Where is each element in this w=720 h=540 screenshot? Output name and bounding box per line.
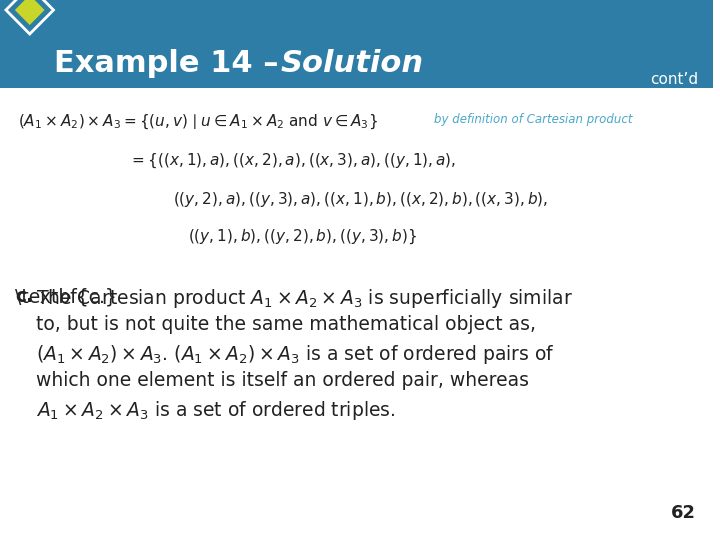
Text: Example 14 –: Example 14 –	[55, 49, 289, 78]
Text: 62: 62	[671, 504, 696, 522]
Text: $((y, 2), a), ((y, 3), a), ((x, 1), b), ((x, 2), b), ((x, 3), b),$: $((y, 2), a), ((y, 3), a), ((x, 1), b), …	[174, 190, 549, 209]
Text: by definition of Cartesian product: by definition of Cartesian product	[434, 113, 632, 126]
Text: The Cartesian product $A_1 \times A_2 \times A_3$ is superficially similar: The Cartesian product $A_1 \times A_2 \t…	[36, 287, 572, 310]
Polygon shape	[15, 0, 45, 25]
Polygon shape	[6, 0, 53, 34]
Text: $(A_1 \times A_2) \times A_3$. $(A_1 \times A_2) \times A_3$ is a set of ordered: $(A_1 \times A_2) \times A_3$. $(A_1 \ti…	[36, 343, 554, 366]
Text: $((y, 1), b), ((y, 2), b), ((y, 3), b)\}$: $((y, 1), b), ((y, 2), b), ((y, 3), b)\}…	[188, 228, 417, 246]
FancyBboxPatch shape	[0, 0, 714, 88]
Text: cont’d: cont’d	[650, 72, 698, 87]
Text: $= \{((x, 1), a), ((x, 2), a), ((x, 3), a), ((y, 1), a),$: $= \{((x, 1), a), ((x, 2), a), ((x, 3), …	[129, 152, 456, 171]
Text: $(A_1 \times A_2) \times A_3 = \{(u, v) \mid u \in A_1 \times A_2 \text{ and } v: $(A_1 \times A_2) \times A_3 = \{(u, v) …	[18, 113, 378, 131]
Text: which one element is itself an ordered pair, whereas: which one element is itself an ordered p…	[36, 371, 528, 390]
Text: $A_1 \times A_2 \times A_3$ is a set of ordered triples.: $A_1 \times A_2 \times A_3$ is a set of …	[36, 399, 395, 422]
Text: to, but is not quite the same mathematical object as,: to, but is not quite the same mathematic…	[36, 315, 536, 334]
Text: Solution: Solution	[280, 49, 423, 78]
Text: c.: c.	[15, 287, 33, 306]
Text: \textbf{c.}: \textbf{c.}	[15, 287, 117, 306]
